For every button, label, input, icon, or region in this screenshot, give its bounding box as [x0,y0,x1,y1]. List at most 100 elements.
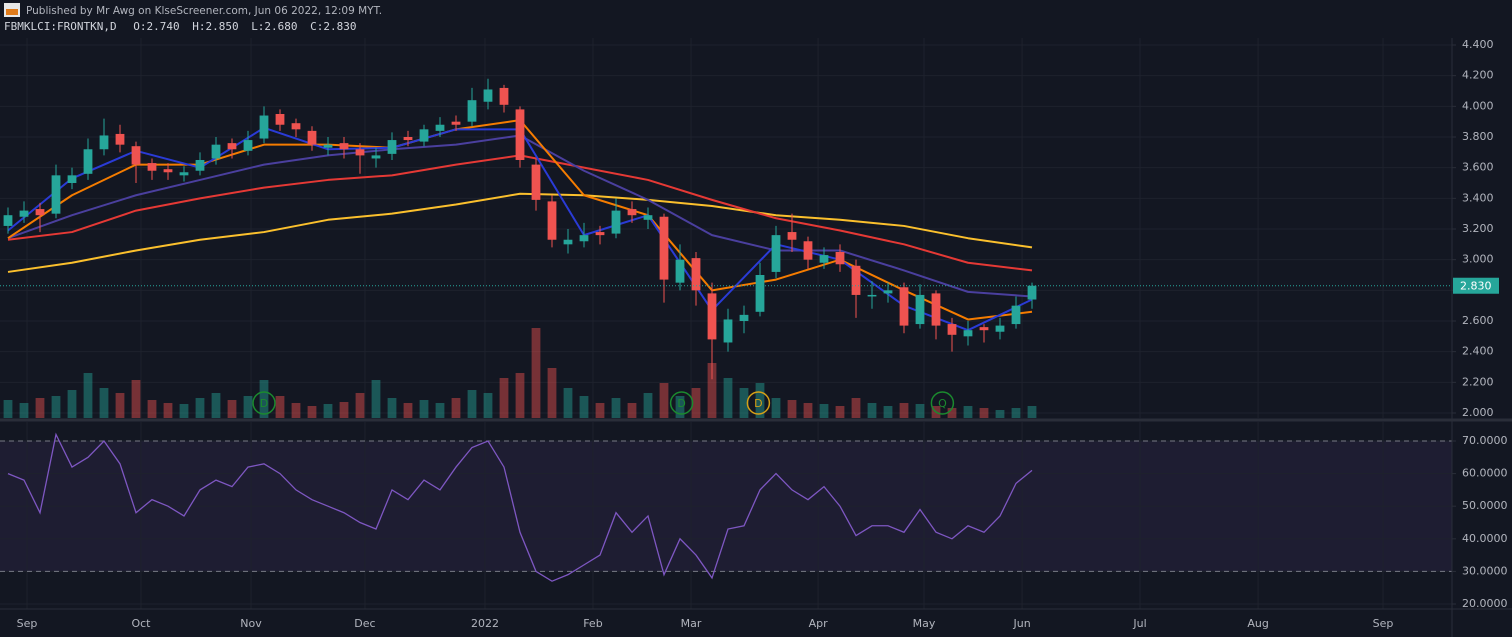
candle-body [355,149,365,156]
candle-body [787,232,797,240]
y-tick-label: 3.200 [1462,222,1494,235]
candle-body [707,293,717,340]
candle-body [19,210,29,217]
volume-bar [563,388,573,418]
candle-body [931,293,941,326]
volume-bar [339,402,349,418]
candle-body [115,133,125,145]
volume-bar [99,388,109,418]
candle-body [627,209,637,216]
volume-bar [787,400,797,418]
volume-bar [243,396,253,418]
candle-body [979,327,989,331]
candle-body [419,129,429,142]
candle-body [851,265,861,295]
volume-bar [851,398,861,418]
volume-bar [531,328,541,418]
publisher-icon-mark [6,9,18,15]
x-tick-label: Oct [131,617,151,630]
candle-body [963,330,973,337]
candle-body [579,235,589,242]
candle-body [131,146,141,165]
candle-body [259,115,269,139]
candle-body [867,294,877,297]
y-tick-label: 30.0000 [1462,564,1508,577]
candle-body [595,232,605,236]
y-tick-label: 3.800 [1462,130,1494,143]
volume-bar [323,404,333,418]
candle-body [467,100,477,122]
event-label: Q [938,397,947,410]
volume-bar [643,393,653,418]
candle-body [243,140,253,151]
volume-bar [227,400,237,418]
candle-body [515,109,525,160]
volume-bar [211,393,221,418]
y-tick-label: 50.0000 [1462,499,1508,512]
rsi-line [7,432,1033,582]
candle-body [835,252,845,265]
volume-bar [51,396,61,418]
candle-body [451,121,461,125]
candle-body [275,114,285,125]
volume-bar [755,383,765,418]
candle-body [771,235,781,272]
volume-bar [355,393,365,418]
event-marker [930,391,955,415]
candle-body [163,169,173,173]
ohlc-open: O:2.740 [133,20,179,33]
candle-body [659,216,669,280]
last-price-box [1453,277,1499,294]
volume-bar [3,400,13,418]
volume-bar [659,383,669,418]
x-tick-label: Jun [1012,617,1030,630]
volume-bar [1011,408,1021,418]
y-tick-label: 2.200 [1462,375,1494,388]
volume-bar [115,393,125,418]
volume-bar [547,368,557,418]
volume-bar [387,398,397,418]
volume-bar [627,403,637,418]
volume-bar [707,363,717,418]
event-marker [252,391,276,415]
volume-bar [435,403,445,418]
moving-average [7,192,1033,273]
candle-body [723,319,733,343]
volume-bar [947,408,957,418]
x-tick-label: 2022 [471,617,499,630]
ohlc-low: L:2.680 [251,20,297,33]
candle-body [531,164,541,200]
event-label: D [260,397,268,410]
candle-body [51,175,61,214]
event-label: D [754,397,762,410]
candle-body [83,149,93,174]
x-tick-label: Dec [354,617,375,630]
volume-bar [515,373,525,418]
volume-bar [19,403,29,418]
y-tick-label: 3.000 [1462,253,1494,266]
volume-bar [179,404,189,418]
x-tick-label: Jul [1132,617,1146,630]
x-tick-label: Sep [1373,617,1394,630]
candle-body [755,275,765,312]
candle-body [227,143,237,150]
volume-bar [675,396,685,418]
last-price-label: 2.830 [1460,280,1492,293]
volume-bar [275,396,285,418]
candle-body [435,124,445,131]
volume-bar [867,403,877,418]
y-tick-label: 2.000 [1462,406,1494,419]
event-label: D [677,397,685,410]
candle-body [339,143,349,150]
x-tick-label: Mar [681,617,702,630]
volume-bar [691,388,701,418]
volume-bar [899,403,909,418]
volume-bar [419,400,429,418]
candle-body [643,215,653,220]
y-tick-label: 3.600 [1462,161,1494,174]
y-tick-label: 4.200 [1462,69,1494,82]
volume-bar [131,380,141,418]
volume-bar [611,398,621,418]
candle-body [899,287,909,326]
candle-body [563,239,573,245]
